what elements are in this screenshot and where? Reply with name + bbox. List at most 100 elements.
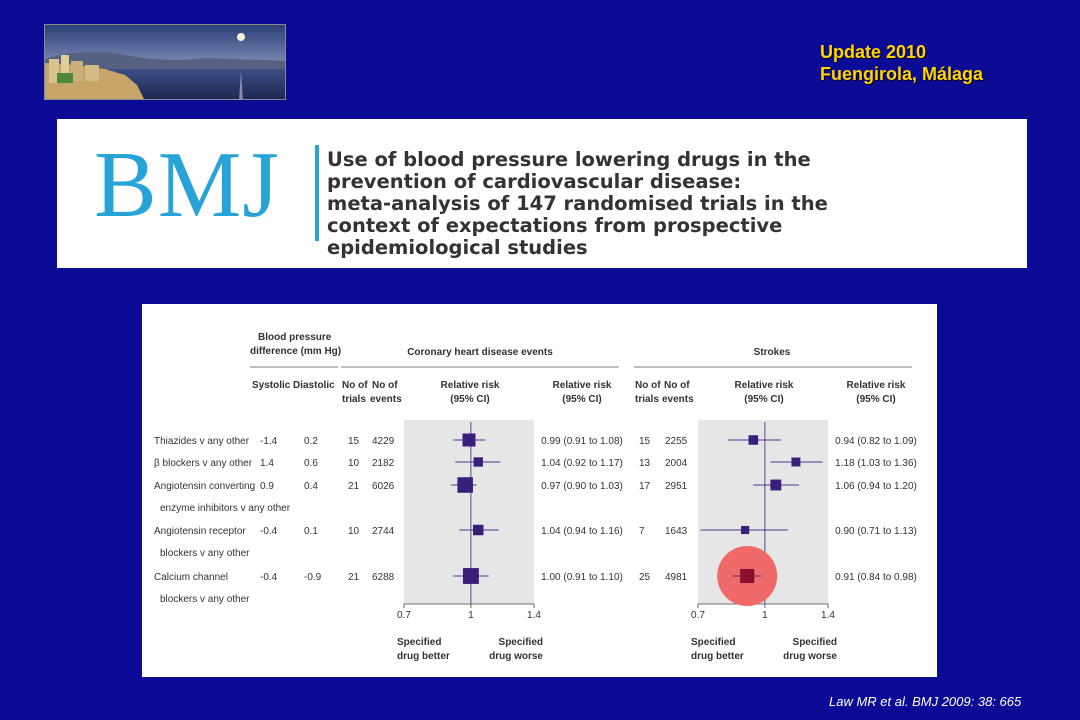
diastolic-value: 0.6 — [304, 458, 318, 469]
chd-events-header-2: events — [370, 394, 402, 405]
bp-header-line1: Blood pressure — [258, 332, 332, 343]
row-label: Thiazides v any other — [154, 436, 250, 447]
diastolic-header: Diastolic — [293, 380, 335, 391]
chd-trials-value: 21 — [348, 572, 360, 583]
stroke-trials-header-1: No of — [635, 380, 661, 391]
stroke-trials-value: 13 — [639, 458, 651, 469]
chd-header: Coronary heart disease events — [407, 347, 553, 358]
chd-trials-value: 10 — [348, 526, 360, 537]
systolic-header: Systolic — [252, 380, 291, 391]
stroke-rr-plot-header-2: (95% CI) — [744, 394, 783, 405]
stroke-events-header-1: No of — [664, 380, 690, 391]
stroke-events-header-2: events — [662, 394, 694, 405]
diastolic-value: 0.2 — [304, 436, 318, 447]
stroke-point-estimate — [740, 568, 755, 584]
chd-rr-text-header-2: (95% CI) — [562, 394, 601, 405]
stroke-rr-plot-header-1: Relative risk — [735, 380, 794, 391]
row-label: Angiotensin receptor — [154, 526, 246, 537]
diastolic-value: -0.9 — [304, 572, 322, 583]
stroke-events-value: 2004 — [665, 458, 688, 469]
stroke-events-value: 4981 — [665, 572, 688, 583]
chd-rr-text: 1.00 (0.91 to 1.10) — [541, 572, 623, 583]
article-title-line: prevention of cardiovascular disease: — [327, 170, 742, 193]
row-label: enzyme inhibitors v any other — [160, 503, 291, 514]
chd-worse-label-2: drug worse — [489, 651, 543, 662]
stroke-point-estimate — [748, 435, 759, 445]
conference-location: Fuengirola, Málaga — [820, 64, 984, 84]
chd-x-tick-label: 0.7 — [397, 610, 411, 621]
chd-rr-plot-header-2: (95% CI) — [450, 394, 489, 405]
strokes-header: Strokes — [754, 347, 791, 358]
bmj-logo: BMJ — [94, 133, 280, 237]
chd-x-tick-label: 1.4 — [527, 610, 541, 621]
stroke-better-label-1: Specified — [691, 637, 735, 648]
diastolic-value: 0.1 — [304, 526, 318, 537]
chd-trials-header-2: trials — [342, 394, 366, 405]
chd-events-value: 4229 — [372, 436, 395, 447]
systolic-value: -1.4 — [260, 436, 278, 447]
chd-events-header-1: No of — [372, 380, 398, 391]
stroke-events-value: 1643 — [665, 526, 688, 537]
systolic-value: -0.4 — [260, 526, 278, 537]
chd-trials-value: 10 — [348, 458, 360, 469]
systolic-value: -0.4 — [260, 572, 278, 583]
chd-rr-text: 1.04 (0.92 to 1.17) — [541, 458, 623, 469]
diastolic-value: 0.4 — [304, 481, 318, 492]
row-label: Calcium channel — [154, 572, 228, 583]
chd-rr-text: 0.99 (0.91 to 1.08) — [541, 436, 623, 447]
conference-title: Update 2010 — [820, 42, 927, 62]
chd-point-estimate — [473, 524, 484, 536]
article-title-line: meta-analysis of 147 randomised trials i… — [327, 192, 828, 215]
stroke-rr-text: 1.06 (0.94 to 1.20) — [835, 481, 917, 492]
chd-rr-text-header-1: Relative risk — [553, 380, 612, 391]
stroke-better-label-2: drug better — [691, 651, 744, 662]
chd-better-label-1: Specified — [397, 637, 441, 648]
stroke-trials-value: 17 — [639, 481, 651, 492]
chd-events-value: 2744 — [372, 526, 395, 537]
stroke-events-value: 2255 — [665, 436, 688, 447]
forest-plot-figure: Blood pressure difference (mm Hg) Corona… — [142, 304, 937, 677]
stroke-rr-text: 0.90 (0.71 to 1.13) — [835, 526, 917, 537]
article-title-line: epidemiological studies — [327, 236, 588, 259]
chd-trials-value: 15 — [348, 436, 360, 447]
conference-info: Update 2010 Fuengirola, Málaga — [820, 41, 983, 85]
forest-plot: Blood pressure difference (mm Hg) Corona… — [154, 332, 917, 662]
chd-rr-text: 1.04 (0.94 to 1.16) — [541, 526, 623, 537]
bp-header-line2: difference (mm Hg) — [250, 346, 341, 357]
stroke-rr-text: 1.18 (1.03 to 1.36) — [835, 458, 917, 469]
stroke-events-value: 2951 — [665, 481, 688, 492]
bmj-banner: BMJ Use of blood pressure lowering drugs… — [57, 119, 1027, 268]
row-label: Angiotensin converting — [154, 481, 255, 492]
systolic-value: 0.9 — [260, 481, 274, 492]
stroke-x-tick-label: 1.4 — [821, 610, 835, 621]
chd-rr-text: 0.97 (0.90 to 1.03) — [541, 481, 623, 492]
stroke-point-estimate — [791, 457, 801, 467]
stroke-rr-text: 0.94 (0.82 to 1.09) — [835, 436, 917, 447]
chd-trials-header-1: No of — [342, 380, 368, 391]
chd-point-estimate — [457, 477, 473, 493]
chd-events-value: 6288 — [372, 572, 395, 583]
stroke-point-estimate — [770, 479, 782, 491]
article-title: Use of blood pressure lowering drugs in … — [327, 149, 987, 259]
stroke-trials-value: 25 — [639, 572, 651, 583]
stroke-trials-header-2: trials — [635, 394, 659, 405]
stroke-trials-value: 7 — [639, 526, 645, 537]
stroke-x-tick-label: 1 — [762, 610, 768, 621]
chd-trials-value: 21 — [348, 481, 360, 492]
beach-photo — [44, 24, 286, 100]
stroke-rr-text: 0.91 (0.84 to 0.98) — [835, 572, 917, 583]
chd-rr-plot-header-1: Relative risk — [441, 380, 500, 391]
bmj-separator — [315, 145, 319, 241]
row-label: β blockers v any other — [154, 458, 253, 469]
chd-point-estimate — [462, 433, 476, 447]
article-title-line: Use of blood pressure lowering drugs in … — [327, 148, 811, 171]
row-label: blockers v any other — [160, 594, 250, 605]
stroke-trials-value: 15 — [639, 436, 651, 447]
systolic-value: 1.4 — [260, 458, 274, 469]
citation: Law MR et al. BMJ 2009: 38: 665 — [829, 694, 1022, 709]
chd-point-estimate — [473, 457, 483, 467]
stroke-rr-text-header-1: Relative risk — [847, 380, 906, 391]
stroke-x-tick-label: 0.7 — [691, 610, 705, 621]
stroke-worse-label-1: Specified — [793, 637, 837, 648]
chd-better-label-2: drug better — [397, 651, 450, 662]
